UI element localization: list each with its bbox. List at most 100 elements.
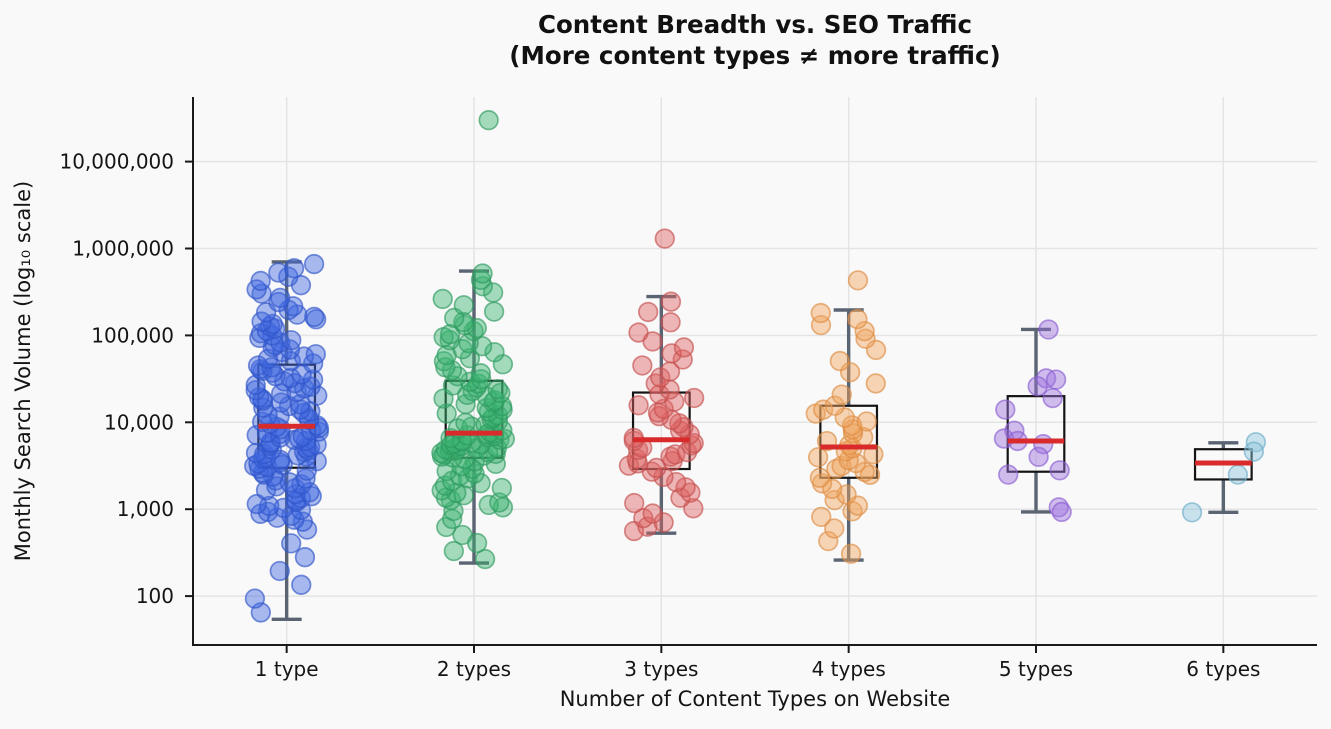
data-point bbox=[1027, 376, 1048, 397]
chart-title-line1: Content Breadth vs. SEO Traffic bbox=[537, 10, 972, 39]
data-point bbox=[807, 447, 829, 468]
y-tick-label: 10,000 bbox=[104, 410, 174, 434]
box-rect bbox=[819, 404, 879, 479]
data-point bbox=[824, 395, 845, 416]
data-point bbox=[813, 399, 834, 420]
data-point bbox=[818, 530, 839, 552]
data-point bbox=[304, 306, 325, 328]
data-point bbox=[1038, 319, 1059, 340]
data-point bbox=[247, 355, 269, 376]
data-point bbox=[654, 228, 675, 249]
data-point bbox=[847, 308, 868, 330]
data-point bbox=[250, 270, 271, 292]
data-point bbox=[484, 342, 505, 363]
x-tick-label: 4 types bbox=[812, 657, 886, 681]
data-point bbox=[452, 524, 473, 546]
data-point bbox=[432, 288, 453, 310]
data-point bbox=[649, 384, 670, 405]
data-point bbox=[491, 477, 512, 499]
x-tick-label: 1 type bbox=[255, 657, 319, 681]
data-point bbox=[661, 343, 682, 364]
data-point bbox=[831, 384, 852, 405]
data-point bbox=[859, 464, 881, 485]
data-point bbox=[245, 380, 266, 401]
data-point bbox=[251, 311, 272, 332]
data-point bbox=[638, 301, 659, 323]
data-point bbox=[847, 270, 869, 291]
data-point bbox=[670, 487, 691, 508]
data-point bbox=[295, 468, 316, 489]
data-point bbox=[487, 379, 508, 400]
data-point bbox=[453, 295, 474, 316]
data-point bbox=[1243, 441, 1265, 462]
data-point bbox=[1051, 501, 1072, 523]
x-tick-label: 6 types bbox=[1186, 657, 1260, 681]
data-point bbox=[269, 287, 291, 308]
data-point bbox=[283, 258, 305, 279]
x-tick-label: 3 types bbox=[624, 657, 698, 681]
data-point bbox=[675, 477, 696, 498]
data-point bbox=[666, 471, 687, 493]
data-point bbox=[455, 412, 476, 434]
data-point bbox=[660, 312, 681, 333]
data-point bbox=[810, 302, 831, 324]
data-point bbox=[995, 399, 1016, 420]
data-point bbox=[632, 355, 653, 376]
data-point bbox=[642, 503, 663, 524]
data-point bbox=[269, 560, 290, 582]
chart-title-line2: (More content types ≠ more traffic) bbox=[509, 41, 1001, 70]
data-point bbox=[628, 395, 649, 416]
data-point bbox=[291, 574, 312, 595]
data-point bbox=[865, 373, 886, 394]
y-tick-label: 1,000 bbox=[117, 497, 174, 521]
data-point bbox=[268, 262, 289, 283]
x-tick-label: 2 types bbox=[437, 657, 511, 681]
data-point bbox=[829, 350, 850, 372]
data-point bbox=[628, 322, 649, 343]
data-point bbox=[443, 540, 465, 562]
data-point bbox=[1045, 369, 1067, 390]
y-axis-label: Monthly Search Volume (log₁₀ scale) bbox=[11, 181, 35, 561]
data-point bbox=[1181, 502, 1203, 523]
data-point bbox=[305, 344, 326, 365]
data-point bbox=[294, 547, 316, 568]
x-tick-label: 5 types bbox=[999, 657, 1073, 681]
data-point bbox=[280, 367, 301, 389]
data-point bbox=[472, 263, 493, 284]
y-tick-label: 10,000,000 bbox=[59, 150, 174, 174]
data-point bbox=[840, 543, 862, 564]
data-point bbox=[478, 109, 499, 131]
data-point bbox=[440, 323, 461, 345]
data-point bbox=[303, 253, 325, 275]
data-point bbox=[998, 464, 1019, 485]
data-point bbox=[855, 328, 876, 349]
data-point bbox=[474, 548, 496, 570]
data-point bbox=[470, 363, 491, 384]
data-point bbox=[809, 467, 831, 488]
data-point bbox=[281, 330, 302, 351]
data-point bbox=[633, 508, 654, 529]
data-point bbox=[683, 387, 705, 409]
x-axis-label: Number of Content Types on Website bbox=[559, 687, 951, 711]
data-point bbox=[1049, 460, 1070, 481]
data-point bbox=[246, 493, 267, 515]
data-point bbox=[482, 282, 504, 303]
data-point bbox=[824, 518, 845, 539]
data-point bbox=[854, 321, 875, 342]
data-point bbox=[856, 411, 877, 432]
data-point bbox=[650, 367, 671, 388]
data-point bbox=[660, 291, 682, 312]
data-point bbox=[1028, 446, 1049, 468]
data-point bbox=[302, 369, 324, 390]
data-point bbox=[281, 533, 302, 554]
data-point bbox=[673, 337, 695, 358]
data-point bbox=[1227, 464, 1249, 485]
data-point bbox=[446, 482, 467, 503]
data-point bbox=[483, 301, 505, 322]
data-point bbox=[811, 506, 832, 527]
data-point bbox=[436, 403, 457, 424]
y-tick-label: 1,000,000 bbox=[72, 237, 174, 261]
y-tick-label: 100 bbox=[136, 584, 174, 608]
